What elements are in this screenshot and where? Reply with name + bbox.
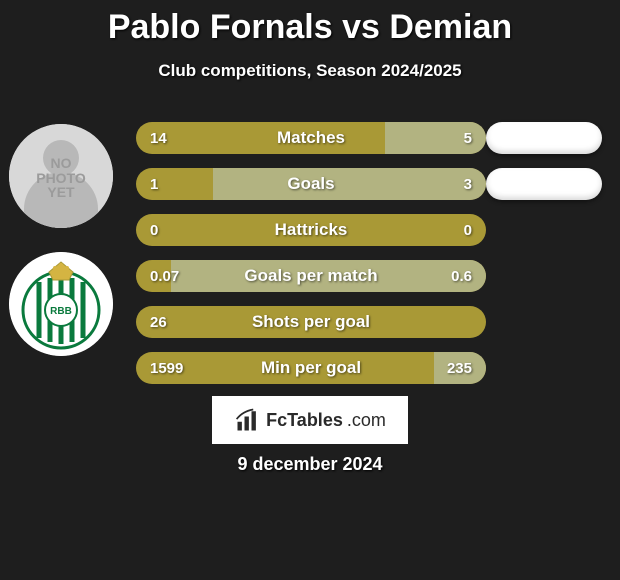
- stat-value-left: 14: [150, 130, 167, 147]
- stat-value-left: 1: [150, 176, 158, 193]
- watermark-suffix: .com: [347, 410, 386, 431]
- betis-crest-icon: RBB: [9, 252, 113, 356]
- stat-value-left: 0.07: [150, 268, 179, 285]
- stat-row: 14Matches5: [136, 122, 486, 154]
- stat-value-right: 0: [464, 222, 472, 239]
- side-pills: [486, 122, 604, 214]
- stat-row: 0.07Goals per match0.6: [136, 260, 486, 292]
- no-photo-label: NOPHOTOYET: [9, 156, 113, 200]
- side-pill: [486, 122, 602, 154]
- stat-value-right: 235: [447, 360, 472, 377]
- stat-label: Shots per goal: [136, 312, 486, 332]
- stat-value-left: 1599: [150, 360, 183, 377]
- date-text: 9 december 2024: [0, 454, 620, 475]
- stat-fill-right: [171, 260, 486, 292]
- player2-club-crest: RBB: [9, 252, 113, 356]
- stat-value-right: 0.6: [451, 268, 472, 285]
- chart-bars-icon: [234, 406, 262, 434]
- stat-label: Hattricks: [136, 220, 486, 240]
- page-subtitle: Club competitions, Season 2024/2025: [0, 61, 620, 81]
- stat-value-left: 0: [150, 222, 158, 239]
- stat-row: 1Goals3: [136, 168, 486, 200]
- watermark-brand: FcTables: [266, 410, 343, 431]
- stats-chart: 14Matches5 1Goals3 0Hattricks0 0.07Goals pe…: [136, 122, 486, 398]
- stat-value-right: 5: [464, 130, 472, 147]
- stat-row: 0Hattricks0: [136, 214, 486, 246]
- player1-avatar: NOPHOTOYET: [9, 124, 113, 228]
- side-pill: [486, 168, 602, 200]
- page-title: Pablo Fornals vs Demian: [0, 0, 620, 47]
- stat-value-left: 26: [150, 314, 167, 331]
- stat-row: 1599Min per goal235: [136, 352, 486, 384]
- avatar-column: NOPHOTOYET RBB: [8, 124, 114, 356]
- stat-fill-right: [213, 168, 486, 200]
- svg-text:RBB: RBB: [50, 306, 72, 317]
- stat-row: 26Shots per goal: [136, 306, 486, 338]
- stat-value-right: 3: [464, 176, 472, 193]
- watermark-banner: FcTables.com: [212, 396, 408, 444]
